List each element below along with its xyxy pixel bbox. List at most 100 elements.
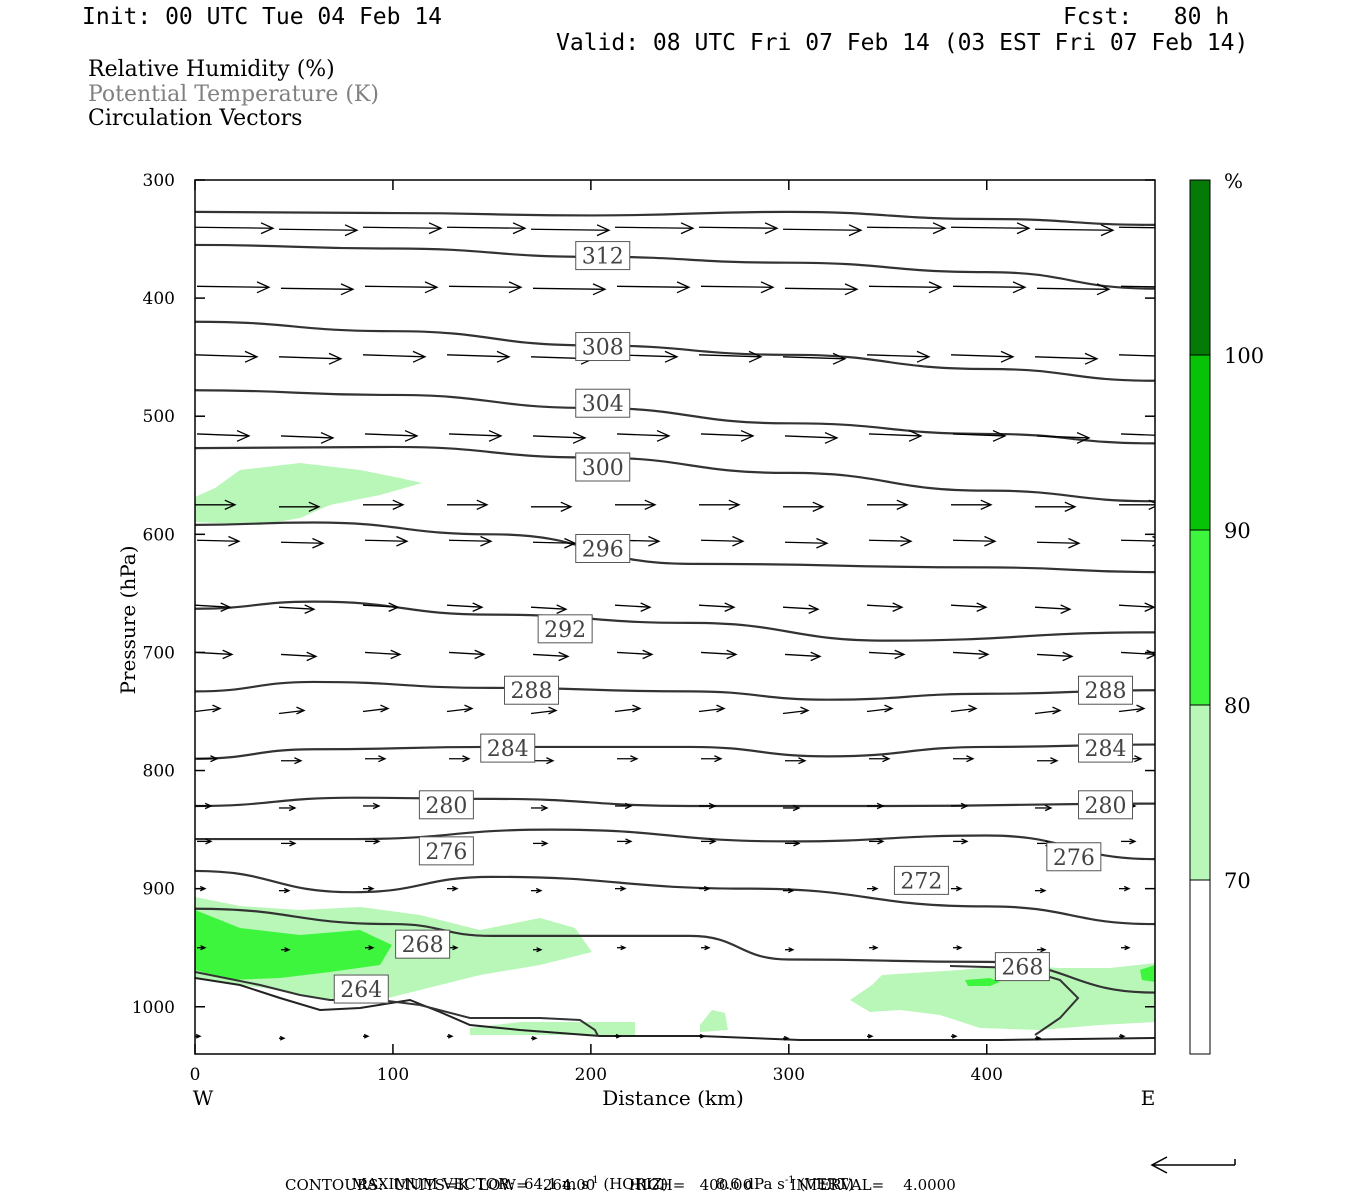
vector-head [812, 501, 825, 512]
vector-head [816, 537, 829, 549]
vector-shaft [278, 356, 342, 360]
vector-head [908, 429, 923, 442]
vector-head [980, 499, 993, 510]
vector-head [640, 602, 652, 612]
vector-head [556, 604, 568, 614]
vector-head [1060, 604, 1072, 614]
vector-head [892, 602, 904, 612]
y-axis-label: Pressure (hPa) [116, 546, 140, 695]
vector-head [388, 602, 400, 612]
contour-label-292: 292 [537, 614, 593, 644]
vector-head [312, 537, 325, 549]
theta-contour-300 [195, 389, 1155, 445]
vector-head [676, 281, 691, 294]
vector-head [709, 838, 717, 845]
max-vector-line: MAXIMUM VECTOR: 64.1 m s-1 (HORIZ) 8.6 d… [351, 1175, 854, 1193]
vector-head [508, 281, 523, 294]
vector-shaft [866, 604, 903, 608]
vector-head [224, 499, 237, 510]
vector-shaft [1034, 606, 1071, 610]
vector-head [961, 838, 969, 845]
x-tick-label: 300 [773, 1065, 805, 1085]
vector-head [462, 755, 471, 763]
colorbar-seg-90 [1189, 354, 1211, 531]
vector-head [204, 802, 213, 810]
vector-head [793, 840, 801, 847]
svg-text:276: 276 [425, 840, 467, 865]
vector-head [808, 604, 820, 614]
contour-label-288: 288 [503, 675, 559, 705]
svg-text:312: 312 [582, 245, 624, 270]
vector-shaft [532, 653, 569, 658]
vector-shaft [616, 433, 670, 437]
vector-head [882, 755, 891, 763]
contour-label-280: 280 [418, 790, 474, 820]
vector-shaft [532, 287, 606, 290]
vector-shaft [952, 285, 1026, 288]
x-west-label: W [193, 1086, 214, 1110]
theta-contour-264 [195, 907, 1155, 994]
vector-head [279, 1035, 286, 1041]
vector-shaft [784, 653, 821, 658]
rh-core [195, 910, 392, 980]
vector-shaft [1036, 287, 1110, 290]
vector-shaft [362, 707, 389, 713]
vector-head [976, 602, 988, 612]
vector-shaft [280, 435, 334, 439]
x-tick-label: 400 [971, 1065, 1003, 1085]
colorbar-seg-100 [1189, 179, 1211, 356]
vector-head [396, 535, 409, 547]
vector-head [392, 499, 405, 510]
contour-label-276: 276 [1046, 842, 1102, 872]
vector-head [1062, 651, 1074, 662]
theta-contour-268 [195, 869, 1155, 926]
vector-head [644, 499, 657, 510]
vector-shaft [448, 539, 492, 542]
contour-label-296: 296 [575, 533, 631, 563]
vector-head [800, 706, 810, 715]
vector-shaft [532, 435, 586, 439]
vector-head [474, 649, 486, 660]
theta-contour-280 [195, 743, 1155, 760]
vector-shaft [1118, 354, 1155, 357]
vector-head [810, 651, 822, 662]
svg-text:264: 264 [340, 978, 382, 1003]
contour-label-280: 280 [1078, 790, 1134, 820]
y-axis: 300 400 500 600 700 800 900 1000 [132, 171, 1155, 1018]
vector-head [932, 222, 947, 235]
vector-head [283, 887, 291, 894]
rh-patch-east-core2 [1140, 965, 1155, 982]
circulation-vectors [195, 222, 1155, 1041]
vector-shaft [868, 285, 942, 288]
vector-head [340, 283, 355, 296]
vector-shaft [1120, 433, 1155, 436]
theta-contour-284 [195, 680, 1155, 701]
vector-head [288, 804, 297, 812]
vector-shaft [950, 226, 1030, 229]
contour-label-276: 276 [418, 836, 474, 866]
rh-shading [195, 463, 1155, 1035]
vector-shaft [280, 287, 354, 290]
vector-shaft [446, 707, 473, 713]
svg-text:296: 296 [582, 537, 624, 562]
colorbar-unit: % [1224, 169, 1243, 193]
vector-shaft [278, 709, 305, 715]
svg-text:268: 268 [402, 933, 444, 958]
vector-shaft [950, 354, 1014, 358]
vector-shaft [1118, 707, 1145, 713]
vector-head [344, 224, 359, 237]
vector-shaft [952, 539, 996, 542]
vector-shaft [1034, 356, 1098, 360]
contour-label-268: 268 [395, 929, 451, 959]
vector-head [1040, 947, 1047, 953]
svg-text:288: 288 [510, 679, 552, 704]
vector-head [703, 885, 711, 892]
vector-head [760, 281, 775, 294]
vector-head [714, 755, 723, 763]
contour-label-308: 308 [575, 332, 631, 362]
vector-head [228, 535, 241, 547]
svg-text:284: 284 [1085, 737, 1127, 762]
vector-head [210, 755, 219, 763]
vector-head [535, 887, 543, 894]
vector-head [1035, 1035, 1042, 1041]
